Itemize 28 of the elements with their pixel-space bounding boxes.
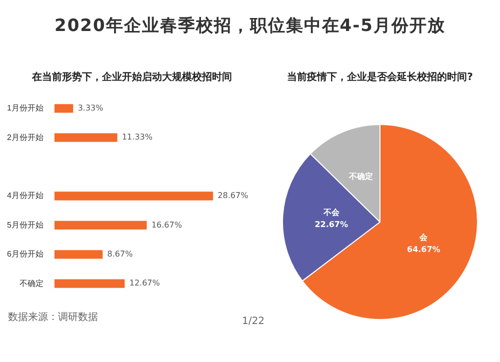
bar <box>54 192 213 200</box>
text: 2020年企业春季校招，职位集中在4-5月份开放 <box>53 15 447 37</box>
bar <box>54 104 74 113</box>
bar <box>54 279 125 288</box>
y-tick-label: 2月份开始 <box>6 132 44 142</box>
chart-subtitle: 在当前形势下，企业开始启动大规模校招时间 <box>30 70 233 85</box>
source-note: 数据来源：调研数据 <box>8 310 98 324</box>
data-label: 22.67% <box>314 220 348 229</box>
data-label: 8.67% <box>107 249 134 258</box>
slice-label: 不会 <box>322 208 340 217</box>
text: 1/22 <box>242 316 264 327</box>
data-label: 11.33% <box>122 132 153 142</box>
y-tick-label: 6月份开始 <box>6 250 44 259</box>
slice-label: 不确定 <box>348 171 374 182</box>
y-tick-label: 1月份开始 <box>6 104 44 113</box>
data-label: 64.67% <box>407 244 440 254</box>
data-label: 3.33% <box>78 103 104 112</box>
bar <box>54 133 118 142</box>
data-label: 28.67% <box>218 191 249 200</box>
data-label: 12.67% <box>129 278 160 288</box>
bar <box>54 220 147 230</box>
y-tick-label: 不确定 <box>19 278 44 288</box>
data-label: 16.67% <box>151 220 182 230</box>
bar <box>54 250 103 259</box>
y-tick-label: 4月份开始 <box>6 191 44 200</box>
slice-label: 会 <box>418 232 429 242</box>
y-tick-label: 5月份开始 <box>6 220 44 230</box>
chart-title: 当前疫情下，企业是否会延长校招的时间? <box>286 70 474 85</box>
